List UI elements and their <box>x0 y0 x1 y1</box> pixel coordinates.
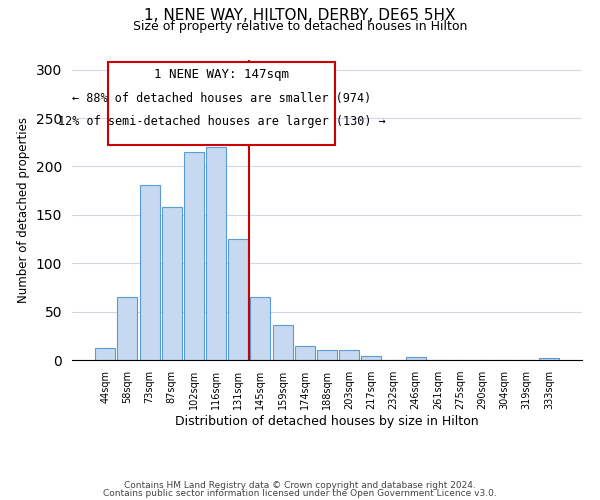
Bar <box>95 348 115 360</box>
X-axis label: Distribution of detached houses by size in Hilton: Distribution of detached houses by size … <box>175 415 479 428</box>
Bar <box>339 350 359 360</box>
Text: Contains HM Land Registry data © Crown copyright and database right 2024.: Contains HM Land Registry data © Crown c… <box>124 481 476 490</box>
Bar <box>250 297 271 360</box>
Bar <box>162 207 182 360</box>
Text: 12% of semi-detached houses are larger (130) →: 12% of semi-detached houses are larger (… <box>58 115 385 128</box>
Text: 1 NENE WAY: 147sqm: 1 NENE WAY: 147sqm <box>154 68 289 81</box>
Bar <box>184 152 204 360</box>
Bar <box>539 358 559 360</box>
Bar <box>228 239 248 360</box>
Bar <box>140 185 160 360</box>
Bar <box>317 350 337 360</box>
Text: 1, NENE WAY, HILTON, DERBY, DE65 5HX: 1, NENE WAY, HILTON, DERBY, DE65 5HX <box>144 8 456 22</box>
Bar <box>361 356 382 360</box>
Bar <box>206 147 226 360</box>
Y-axis label: Number of detached properties: Number of detached properties <box>17 117 31 303</box>
Text: Contains public sector information licensed under the Open Government Licence v3: Contains public sector information licen… <box>103 488 497 498</box>
Bar <box>118 297 137 360</box>
Text: ← 88% of detached houses are smaller (974): ← 88% of detached houses are smaller (97… <box>72 92 371 104</box>
Text: Size of property relative to detached houses in Hilton: Size of property relative to detached ho… <box>133 20 467 33</box>
Bar <box>272 325 293 360</box>
Bar <box>406 357 426 360</box>
Bar <box>295 346 315 360</box>
